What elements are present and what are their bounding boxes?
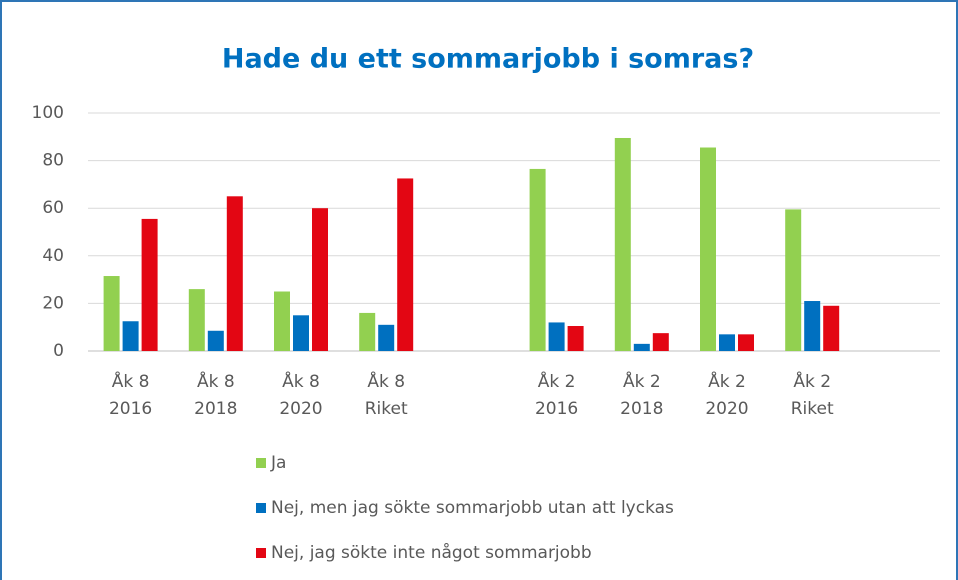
x-tick-label: Åk 8 2018 [194, 372, 238, 419]
x-tick-label: Åk 8 2016 [108, 372, 153, 419]
bar [397, 178, 414, 351]
bar [633, 343, 650, 351]
bar [293, 315, 309, 351]
bar [529, 168, 546, 351]
bar [141, 218, 158, 351]
legend-label: Nej, men jag sökte sommarjobb utan att l… [271, 498, 674, 518]
bar [378, 324, 395, 351]
bar [804, 301, 821, 351]
x-tick-label: Åk 2 2020 [705, 372, 749, 419]
bar [548, 322, 565, 351]
legend-label: Nej, jag sökte inte något sommarjobb [271, 542, 592, 563]
y-tick-label: 100 [32, 103, 64, 123]
bar [567, 326, 584, 351]
bar [122, 321, 139, 351]
y-tick-label: 0 [53, 341, 64, 361]
y-tick-label: 40 [42, 246, 64, 266]
legend-swatch [256, 548, 266, 558]
bar [274, 291, 290, 351]
bar [188, 289, 205, 351]
x-tick-label: Åk 2 Riket [790, 372, 834, 419]
bar [103, 276, 120, 351]
y-tick-label: 80 [42, 151, 64, 171]
y-tick-label: 60 [42, 198, 64, 218]
bar [738, 334, 754, 351]
bar [652, 333, 669, 351]
bar [226, 196, 243, 351]
x-tick-label: Åk 2 2016 [534, 372, 579, 419]
bar [823, 305, 840, 351]
chart-title: Hade du ett sommarjobb i somras? [222, 44, 754, 75]
x-tick-label: Åk 8 Riket [364, 372, 408, 419]
x-tick-label: Åk 8 2020 [279, 372, 323, 419]
x-tick-label: Åk 2 2018 [620, 372, 664, 419]
bar [785, 209, 802, 351]
bar [614, 137, 631, 351]
bar [359, 312, 376, 351]
y-tick-label: 20 [42, 293, 64, 313]
legend-swatch [256, 503, 266, 513]
bar [312, 208, 328, 351]
bar [700, 147, 716, 351]
legend-label: Ja [270, 453, 286, 473]
bar [719, 334, 735, 351]
legend-swatch [256, 458, 266, 468]
bar [207, 330, 224, 351]
